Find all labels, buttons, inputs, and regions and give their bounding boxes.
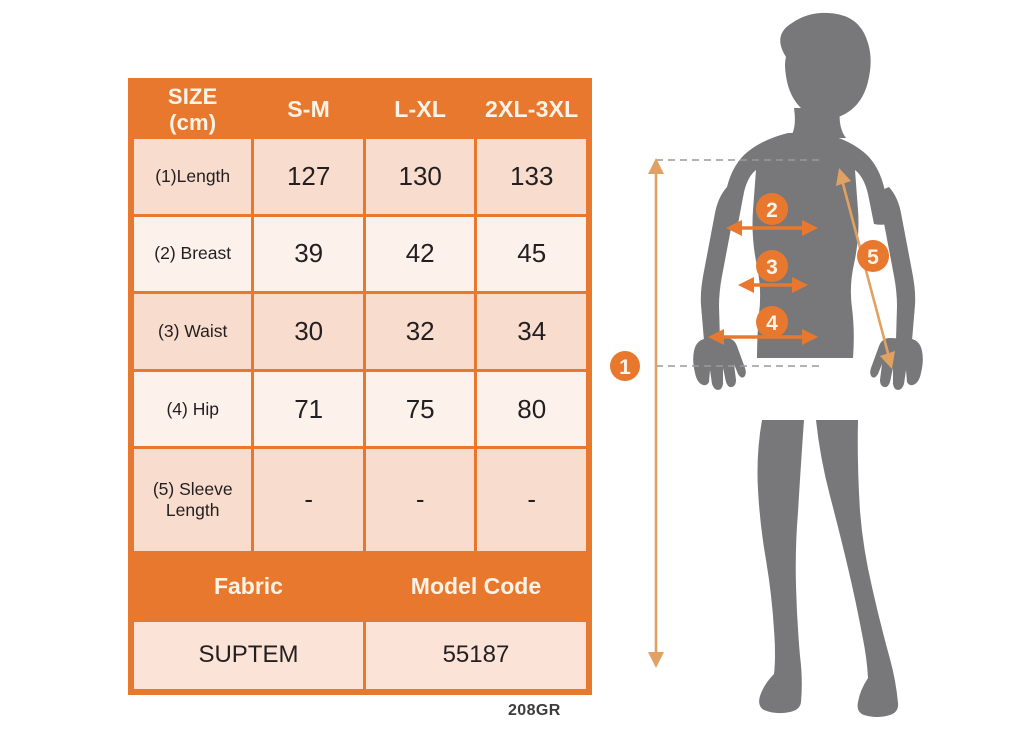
arrow-head-3-left [738, 277, 754, 293]
cell-sleeve-lxl: - [365, 449, 475, 551]
marker-badge-2-label: 2 [766, 199, 778, 222]
measurement-arrow-3-waist: 3 [738, 250, 808, 293]
column-header-size-line1: SIZE [167, 84, 218, 109]
size-chart-table: SIZE (cm) S-M L-XL 2XL-3XL (1)Length 127… [128, 78, 592, 695]
column-header-2xl3xl: 2XL-3XL [477, 84, 586, 136]
arrow-head-1-top [648, 158, 664, 174]
column-header-sm: S-M [254, 84, 363, 136]
marker-badge-1-label: 1 [619, 356, 631, 379]
product-code-label: 208GR [508, 702, 561, 719]
cell-length-lxl: 130 [365, 138, 475, 214]
table-header: SIZE (cm) S-M L-XL 2XL-3XL [134, 84, 586, 136]
measurement-arrow-2-breast: 2 [726, 193, 818, 236]
cell-waist-lxl: 32 [365, 294, 475, 369]
size-table: SIZE (cm) S-M L-XL 2XL-3XL (1)Length 127… [131, 81, 589, 692]
cell-hip-2xl3xl: 80 [477, 371, 586, 447]
marker-badge-2 [756, 193, 788, 225]
marker-badge-5 [857, 240, 889, 272]
cell-waist-sm: 30 [254, 294, 363, 369]
marker-badge-1 [610, 351, 640, 381]
row-label-sleeve-line2: Length [165, 499, 220, 520]
marker-badge-3 [756, 250, 788, 282]
table-row-length: (1)Length 127 130 133 [134, 138, 586, 214]
marker-badge-5-label: 5 [867, 246, 879, 269]
measurement-arrow-4-hip: 4 [708, 306, 818, 345]
cell-breast-sm: 39 [254, 216, 363, 292]
marker-badge-4-label: 4 [766, 312, 778, 335]
row-label-hip: (4) Hip [134, 371, 252, 447]
arrow-head-2-right [802, 220, 818, 236]
table-row-footer-headers: Fabric Model Code [134, 553, 586, 619]
arrow-head-3-right [792, 277, 808, 293]
arrow-head-1-bottom [648, 652, 664, 668]
cell-length-2xl3xl: 133 [477, 138, 586, 214]
row-label-waist: (3) Waist [134, 294, 252, 369]
column-header-lxl: L-XL [365, 84, 475, 136]
arrow-head-4-left [708, 329, 724, 345]
row-label-sleeve-line1: (5) Sleeve [152, 478, 233, 499]
table-row-footer-values: SUPTEM 55187 [134, 621, 586, 689]
cell-hip-sm: 71 [254, 371, 363, 447]
column-header-size: SIZE (cm) [134, 84, 252, 136]
row-label-breast: (2) Breast [134, 216, 252, 292]
measurement-arrow-1-length: 1 [610, 158, 820, 668]
row-label-length: (1)Length [134, 138, 252, 214]
table-body: (1)Length 127 130 133 (2) Breast 39 42 4… [134, 138, 586, 689]
table-row-breast: (2) Breast 39 42 45 [134, 216, 586, 292]
footer-value-model-code: 55187 [365, 621, 586, 689]
cell-sleeve-sm: - [254, 449, 363, 551]
arrow-head-5-bottom [880, 351, 895, 369]
marker-badge-4 [756, 306, 788, 338]
arrow-head-5-top [836, 168, 851, 186]
footer-value-fabric: SUPTEM [134, 621, 363, 689]
arrow-head-2-left [726, 220, 742, 236]
cell-breast-lxl: 42 [365, 216, 475, 292]
column-header-size-line2: (cm) [169, 109, 217, 135]
measurement-figure-panel: 1 2 3 4 [608, 0, 1024, 755]
female-silhouette-icon [693, 12, 923, 717]
cell-breast-2xl3xl: 45 [477, 216, 586, 292]
table-header-row: SIZE (cm) S-M L-XL 2XL-3XL [134, 84, 586, 136]
marker-badge-3-label: 3 [766, 256, 778, 279]
footer-header-fabric: Fabric [134, 553, 363, 619]
measurement-arrow-5-sleeve: 5 [836, 168, 895, 369]
table-row-waist: (3) Waist 30 32 34 [134, 294, 586, 369]
footer-header-model-code: Model Code [365, 553, 586, 619]
row-label-sleeve-length: (5) Sleeve Length [134, 449, 252, 551]
table-row-hip: (4) Hip 71 75 80 [134, 371, 586, 447]
cell-length-sm: 127 [254, 138, 363, 214]
cell-hip-lxl: 75 [365, 371, 475, 447]
arrow-head-4-right [802, 329, 818, 345]
table-row-sleeve-length: (5) Sleeve Length - - - [134, 449, 586, 551]
cell-waist-2xl3xl: 34 [477, 294, 586, 369]
cell-sleeve-2xl3xl: - [477, 449, 586, 551]
